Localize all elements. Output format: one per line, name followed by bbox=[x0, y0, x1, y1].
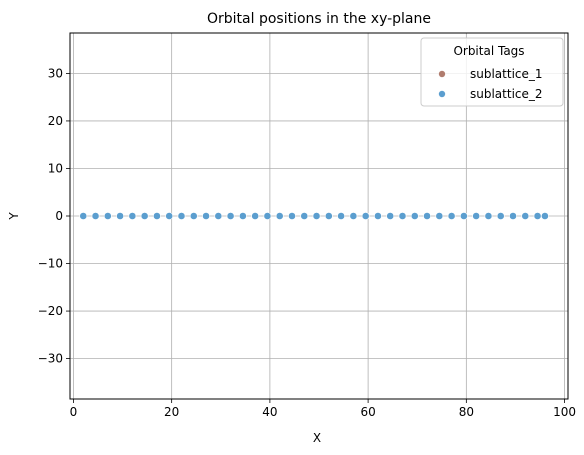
data-point-sublattice-2 bbox=[533, 212, 542, 220]
y-tick-label: 0 bbox=[55, 209, 63, 223]
data-point-sublattice-2 bbox=[251, 212, 260, 220]
data-point-sublattice-2 bbox=[288, 212, 296, 220]
x-tick-label: 80 bbox=[459, 405, 474, 419]
data-point-sublattice-2 bbox=[177, 212, 186, 220]
data-point-sublattice-2 bbox=[165, 212, 174, 220]
data-point-sublattice-2 bbox=[79, 212, 88, 220]
data-point-sublattice-2 bbox=[509, 212, 517, 220]
data-point-sublattice-2 bbox=[189, 212, 198, 220]
data-point-sublattice-2 bbox=[153, 212, 161, 220]
x-tick-label: 0 bbox=[70, 405, 78, 419]
y-axis-label: Y bbox=[7, 212, 21, 221]
data-point-sublattice-2 bbox=[361, 212, 370, 220]
data-point-sublattice-2 bbox=[275, 212, 284, 220]
x-tick-label: 20 bbox=[164, 405, 179, 419]
x-tick-label: 40 bbox=[262, 405, 277, 419]
data-point-sublattice-2 bbox=[484, 212, 493, 220]
data-point-sublattice-2 bbox=[128, 212, 137, 220]
data-point-sublattice-2 bbox=[459, 212, 468, 220]
data-point-sublattice-2 bbox=[140, 212, 149, 220]
chart-title: Orbital positions in the xy-plane bbox=[207, 11, 431, 27]
data-point-sublattice-2 bbox=[116, 212, 124, 220]
data-point-sublattice-2 bbox=[472, 212, 481, 220]
x-tick-label: 100 bbox=[553, 405, 576, 419]
x-axis-label: X bbox=[313, 431, 321, 445]
data-point-sublattice-2 bbox=[238, 212, 247, 220]
legend-title: Orbital Tags bbox=[453, 44, 524, 58]
data-point-sublattice-2 bbox=[214, 212, 223, 220]
y-tick-label: −30 bbox=[38, 352, 63, 366]
data-point-sublattice-2 bbox=[337, 212, 346, 220]
x-tick-label: 60 bbox=[360, 405, 375, 419]
axis-ticks: 0 20 40 60 80 100 −30 −20 −10 0 10 20 30 bbox=[38, 66, 576, 419]
data-point-sublattice-2 bbox=[496, 212, 505, 220]
y-tick-label: −10 bbox=[38, 257, 63, 271]
legend-label-sublattice-2: sublattice_2 bbox=[470, 87, 543, 101]
data-point-sublattice-2 bbox=[300, 212, 309, 220]
data-point-sublattice-2 bbox=[398, 212, 407, 220]
data-point-sublattice-2 bbox=[91, 212, 100, 220]
data-point-sublattice-2 bbox=[410, 212, 419, 220]
data-point-sublattice-2 bbox=[447, 212, 456, 220]
y-tick-label: −20 bbox=[38, 304, 63, 318]
legend-label-sublattice-1: sublattice_1 bbox=[470, 67, 543, 81]
y-tick-label: 20 bbox=[48, 114, 63, 128]
legend-marker-sublattice-1 bbox=[438, 70, 446, 78]
data-point-sublattice-2 bbox=[521, 212, 530, 220]
data-point-sublattice-2 bbox=[312, 212, 321, 220]
data-point-sublattice-2 bbox=[226, 212, 235, 220]
data-point-sublattice-2 bbox=[263, 212, 272, 220]
data-point-sublattice-2 bbox=[324, 212, 333, 220]
y-tick-label: 30 bbox=[48, 66, 63, 80]
legend-box bbox=[420, 37, 564, 107]
data-point-sublattice-2 bbox=[103, 212, 112, 220]
data-point-sublattice-2 bbox=[386, 212, 395, 220]
legend: Orbital Tags sublattice_1 sublattice_2 bbox=[420, 37, 564, 107]
legend-marker-sublattice-2 bbox=[438, 90, 446, 98]
data-points bbox=[79, 212, 549, 220]
data-point-sublattice-2 bbox=[423, 212, 431, 220]
y-tick-label: 10 bbox=[48, 161, 63, 175]
data-point-sublattice-2 bbox=[349, 212, 358, 220]
data-point-sublattice-2 bbox=[202, 212, 210, 220]
data-point-sublattice-2 bbox=[435, 212, 444, 220]
data-point-sublattice-2 bbox=[374, 212, 382, 220]
data-point-sublattice-2 bbox=[541, 212, 549, 220]
